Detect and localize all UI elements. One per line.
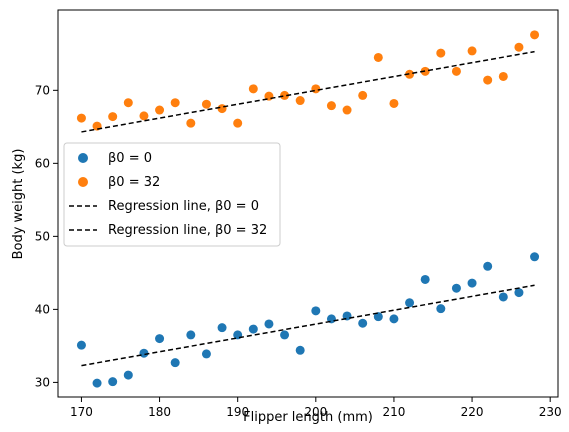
- y-tick-label: 40: [35, 302, 50, 316]
- scatter-point-series-1: [342, 105, 352, 115]
- scatter-point-series-0: [311, 306, 321, 316]
- scatter-point-series-1: [170, 98, 180, 108]
- scatter-point-series-0: [498, 292, 508, 302]
- x-tick-label: 200: [304, 405, 327, 419]
- scatter-point-series-1: [451, 66, 461, 76]
- y-axis-label: Body weight (kg): [11, 149, 26, 260]
- scatter-point-series-0: [405, 298, 415, 308]
- scatter-point-series-0: [248, 324, 258, 334]
- x-tick-label: 220: [461, 405, 484, 419]
- scatter-point-series-0: [217, 323, 227, 333]
- scatter-point-series-0: [451, 283, 461, 293]
- scatter-point-series-0: [76, 340, 86, 350]
- scatter-point-series-0: [280, 330, 290, 340]
- scatter-point-series-1: [217, 104, 227, 114]
- scatter-point-series-1: [139, 111, 149, 121]
- scatter-point-series-1: [498, 71, 508, 81]
- scatter-point-series-0: [420, 274, 430, 284]
- scatter-point-series-0: [108, 377, 118, 387]
- regression-lines: [81, 50, 535, 367]
- scatter-point-series-1: [389, 98, 399, 108]
- scatter-point-series-1: [295, 96, 305, 106]
- legend-label-line-1: Regression line, β0 = 32: [108, 223, 267, 238]
- x-axis-ticks: 170 180 190 200 210 220 230: [70, 397, 562, 419]
- x-tick-label: 170: [70, 405, 93, 419]
- scatter-point-series-0: [530, 252, 540, 262]
- scatter-point-series-0: [373, 312, 383, 322]
- scatter-point-series-0: [436, 304, 446, 314]
- scatter-point-series-1: [436, 48, 446, 58]
- scatter-point-series-0: [358, 318, 368, 328]
- scatter-point-series-0: [170, 358, 180, 368]
- x-tick-label: 230: [539, 405, 562, 419]
- scatter-point-series-0: [123, 370, 133, 380]
- y-tick-label: 50: [35, 229, 50, 243]
- regression-line-0: [81, 284, 535, 367]
- legend-marker-series-0: [78, 153, 88, 163]
- y-tick-label: 30: [35, 375, 50, 389]
- y-tick-label: 60: [35, 156, 50, 170]
- scatter-point-series-1: [155, 105, 165, 115]
- scatter-point-series-1: [420, 66, 430, 76]
- scatter-point-series-0: [155, 334, 165, 344]
- plot-frame: [57, 9, 559, 398]
- scatter-point-series-1: [280, 90, 290, 100]
- scatter-point-series-1: [326, 101, 336, 111]
- scatter-point-series-1: [483, 75, 493, 85]
- scatter-point-series-0: [514, 288, 524, 298]
- scatter-point-series-0: [389, 314, 399, 324]
- scatter-point-series-1: [530, 30, 540, 40]
- y-axis-ticks: 30 40 50 60 70: [35, 83, 58, 389]
- scatter-point-series-0: [92, 378, 102, 388]
- legend-label-line-0: Regression line, β0 = 0: [108, 199, 259, 214]
- scatter-point-series-1: [76, 113, 86, 123]
- scatter-point-series-1: [186, 118, 196, 128]
- scatter-point-series-0: [264, 319, 274, 329]
- scatter-point-series-1: [358, 90, 368, 100]
- legend-label-series-0: β0 = 0: [108, 151, 152, 166]
- legend-box: [63, 142, 281, 247]
- scatter-point-series-1: [405, 69, 415, 79]
- x-tick-label: 210: [382, 405, 405, 419]
- scatter-point-series-1: [201, 99, 211, 109]
- scatter-point-series-1: [248, 84, 258, 94]
- scatter-point-series-0: [201, 349, 211, 359]
- scatter-point-series-0: [295, 345, 305, 355]
- legend: β0 = 0 β0 = 32 Regression line, β0 = 0 R…: [63, 142, 281, 247]
- x-tick-label: 190: [226, 405, 249, 419]
- scatter-point-series-1: [123, 98, 133, 108]
- scatter-point-series-1: [311, 84, 321, 94]
- legend-label-series-1: β0 = 32: [108, 175, 160, 190]
- scatter-point-series-0: [467, 278, 477, 288]
- scatter-point-series-1: [108, 112, 118, 122]
- scatter-point-series-1: [373, 52, 383, 62]
- regression-line-1: [81, 50, 535, 133]
- legend-marker-series-1: [78, 177, 88, 187]
- scatter-point-series-0: [139, 348, 149, 358]
- y-tick-label: 70: [35, 83, 50, 97]
- x-axis-label: Flipper length (mm): [243, 410, 373, 425]
- scatter-point-series-1: [514, 42, 524, 52]
- scatter-point-series-1: [467, 46, 477, 56]
- x-tick-label: 180: [148, 405, 171, 419]
- scatter-point-series-0: [186, 330, 196, 340]
- scatter-point-series-1: [233, 118, 243, 128]
- scatter-point-series-0: [483, 261, 493, 271]
